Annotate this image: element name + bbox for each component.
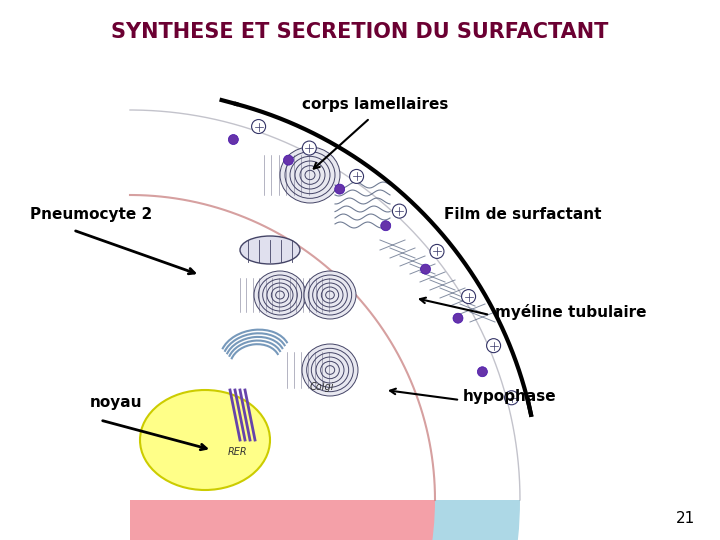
Text: myéline tubulaire: myéline tubulaire	[495, 304, 647, 320]
Text: Film de surfactant: Film de surfactant	[444, 207, 602, 222]
Circle shape	[350, 170, 364, 184]
Text: noyau: noyau	[90, 395, 143, 410]
Circle shape	[228, 134, 238, 145]
Circle shape	[302, 141, 316, 155]
Text: 21: 21	[676, 511, 695, 526]
Circle shape	[335, 184, 345, 194]
Circle shape	[477, 367, 487, 377]
Circle shape	[284, 155, 294, 165]
Circle shape	[420, 264, 431, 274]
Text: Pneumocyte 2: Pneumocyte 2	[30, 207, 152, 222]
Text: Colgi: Colgi	[310, 382, 335, 392]
Text: hypophase: hypophase	[463, 389, 557, 404]
Circle shape	[453, 313, 463, 323]
Ellipse shape	[254, 271, 306, 319]
Wedge shape	[130, 500, 520, 540]
Ellipse shape	[140, 390, 270, 490]
Circle shape	[381, 221, 391, 231]
Wedge shape	[130, 500, 435, 540]
Circle shape	[462, 289, 476, 303]
Circle shape	[487, 339, 500, 353]
Text: SYNTHESE ET SECRETION DU SURFACTANT: SYNTHESE ET SECRETION DU SURFACTANT	[112, 22, 608, 42]
Text: RER: RER	[228, 447, 248, 457]
Circle shape	[392, 204, 406, 218]
Ellipse shape	[302, 344, 358, 396]
Circle shape	[505, 391, 518, 405]
Ellipse shape	[280, 147, 340, 203]
Ellipse shape	[240, 236, 300, 264]
Text: corps lamellaires: corps lamellaires	[302, 97, 448, 112]
Ellipse shape	[304, 271, 356, 319]
Circle shape	[430, 245, 444, 259]
Circle shape	[251, 119, 266, 133]
